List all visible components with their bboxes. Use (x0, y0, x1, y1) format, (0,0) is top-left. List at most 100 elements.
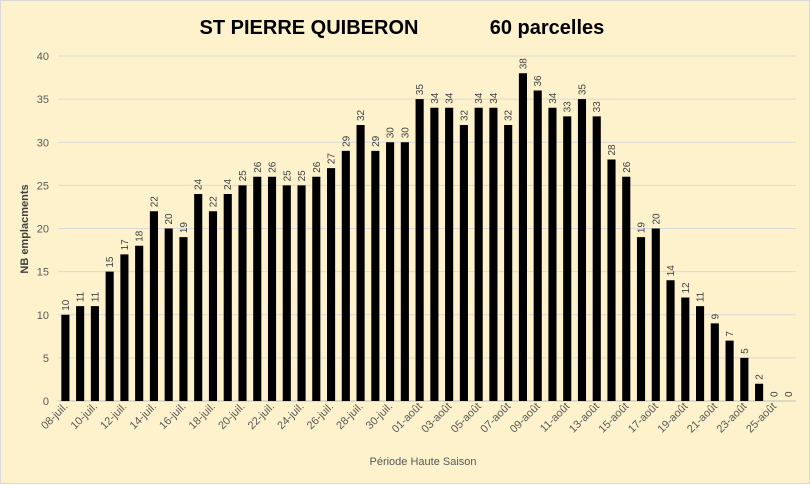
data-label: 34 (489, 92, 500, 104)
data-label: 26 (253, 161, 264, 173)
data-label: 0 (769, 391, 780, 397)
data-label: 20 (164, 213, 175, 225)
bar (282, 185, 291, 401)
bar (548, 107, 557, 401)
bars (61, 73, 764, 401)
data-label: 27 (327, 153, 338, 165)
data-label: 30 (400, 127, 411, 139)
data-label: 11 (696, 291, 707, 302)
x-tick-label: 18-juil. (187, 401, 218, 432)
data-label: 32 (459, 109, 470, 121)
x-tick-label: 01-août (390, 401, 425, 436)
bar (297, 185, 306, 401)
bar (90, 306, 99, 401)
x-tick-label: 24-juil. (275, 401, 306, 432)
x-tick-label: 17-août (626, 401, 661, 436)
x-axis-title: Période Haute Saison (369, 456, 476, 468)
bar (430, 107, 439, 401)
x-tick-label: 09-août (508, 401, 543, 436)
data-label: 18 (135, 230, 146, 242)
data-label: 26 (268, 161, 279, 173)
y-tick-label: 35 (37, 94, 49, 106)
data-label: 34 (445, 92, 456, 104)
y-tick-label: 40 (37, 51, 49, 63)
data-label: 25 (238, 170, 249, 182)
bar (740, 357, 749, 401)
bar (710, 323, 719, 401)
data-label: 19 (637, 222, 648, 234)
bar (208, 211, 218, 401)
data-label: 7 (725, 331, 736, 337)
bar (400, 142, 409, 401)
bar (179, 237, 188, 401)
data-label: 36 (533, 75, 544, 87)
y-tick-label: 30 (37, 137, 49, 149)
data-label: 5 (740, 348, 751, 354)
data-label: 22 (149, 196, 160, 208)
bar (194, 194, 203, 401)
x-axis: 08-juil.10-juil.12-juil.14-juil.16-juil.… (39, 401, 779, 436)
x-tick-label: 16-juil. (157, 401, 188, 432)
bar (61, 314, 70, 401)
data-label: 32 (356, 109, 367, 121)
chart-title: ST PIERRE QUIBERON (200, 17, 419, 39)
data-label: 24 (223, 178, 234, 190)
x-tick-label: 07-août (478, 401, 513, 436)
x-tick-label: 15-août (597, 401, 632, 436)
bar (489, 107, 498, 401)
x-tick-label: 12-juil. (98, 401, 129, 432)
x-tick-label: 03-août (419, 401, 454, 436)
bar (459, 125, 468, 401)
data-label: 34 (430, 92, 441, 104)
data-label: 34 (474, 92, 485, 104)
bar (76, 306, 85, 401)
x-tick-label: 22-juil. (246, 401, 277, 432)
data-label: 11 (76, 291, 87, 302)
data-label: 24 (194, 178, 205, 190)
bar (607, 159, 616, 401)
bar (267, 176, 277, 401)
bar (696, 306, 705, 401)
data-label: 29 (341, 135, 352, 147)
x-tick-label: 10-juil. (69, 401, 100, 432)
data-label: 35 (415, 84, 426, 96)
bar (312, 176, 321, 401)
bar (681, 297, 690, 401)
bar (356, 125, 365, 401)
y-tick-label: 5 (43, 353, 49, 365)
data-label: 20 (651, 213, 662, 225)
bar (341, 150, 350, 401)
bar (666, 280, 675, 401)
chart-subtitle: 60 parcelles (490, 17, 605, 39)
data-label: 0 (784, 391, 795, 397)
data-label: 15 (105, 256, 116, 268)
bar (149, 211, 158, 401)
data-label: 26 (312, 161, 323, 173)
bar (592, 116, 601, 401)
data-label: 38 (518, 58, 529, 70)
x-tick-label: 11-août (538, 401, 572, 435)
x-tick-label: 20-juil. (216, 401, 247, 432)
bar (135, 245, 144, 401)
x-tick-label: 25-août (744, 401, 779, 436)
data-label: 14 (666, 265, 677, 277)
data-label: 33 (592, 101, 603, 113)
bar (533, 90, 542, 401)
x-tick-label: 23-août (715, 401, 750, 436)
data-label: 10 (61, 299, 72, 311)
y-tick-label: 15 (37, 267, 49, 279)
bar (120, 254, 129, 401)
bar (371, 150, 380, 401)
data-label: 25 (282, 170, 293, 182)
data-label: 19 (179, 222, 190, 234)
data-label: 34 (548, 92, 559, 104)
data-label: 28 (607, 144, 618, 156)
y-tick-label: 25 (37, 180, 49, 192)
data-label: 11 (90, 291, 101, 302)
bar (504, 125, 513, 401)
x-tick-label: 13-août (567, 401, 602, 436)
data-label: 26 (622, 161, 633, 173)
